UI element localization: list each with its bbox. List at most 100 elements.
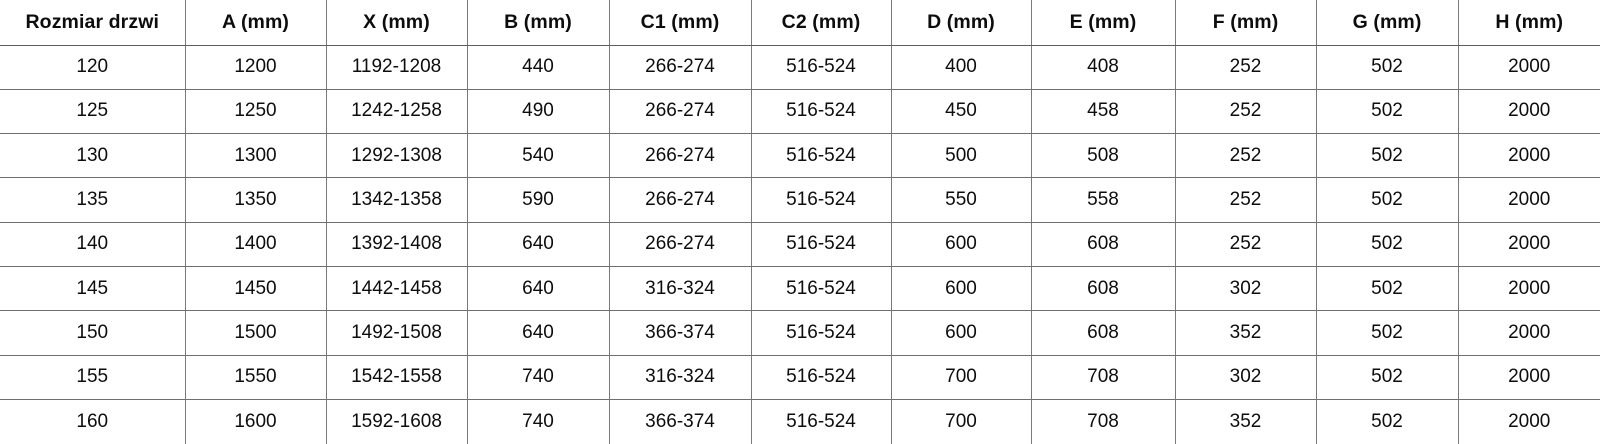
table-row: 155 1550 1542-1558 740 316-324 516-524 700 708 3… — [0, 355, 1600, 400]
table-cell: 2000 — [1458, 266, 1600, 312]
table-row: 145 1450 1442-1458 640 316-324 516-524 600 608 3… — [0, 266, 1600, 312]
row-label-cell: 135 — [0, 177, 186, 223]
table-cell: 2000 — [1458, 355, 1600, 400]
table-cell: 640 — [467, 310, 610, 356]
table-cell: 2000 — [1458, 45, 1600, 90]
table-cell: 252 — [1175, 222, 1317, 267]
table-cell: 1300 — [185, 133, 327, 179]
table-cell: 700 — [891, 399, 1032, 444]
table-cell: 266-274 — [609, 89, 752, 135]
table-cell: 490 — [467, 89, 610, 135]
table-cell: 450 — [891, 89, 1032, 135]
table-cell: 1550 — [185, 355, 327, 400]
table-cell: 1600 — [185, 399, 327, 444]
table-cell: 266-274 — [609, 177, 752, 223]
column-header: B (mm) — [467, 0, 610, 46]
table-cell: 516-524 — [751, 89, 892, 135]
row-label-cell: 130 — [0, 133, 186, 179]
table-cell: 1400 — [185, 222, 327, 267]
table-cell: 252 — [1175, 133, 1317, 179]
table-cell: 266-274 — [609, 133, 752, 179]
table-cell: 1450 — [185, 266, 327, 312]
row-label-cell: 160 — [0, 399, 186, 444]
column-header: Rozmiar drzwi — [0, 0, 186, 46]
table-cell: 1342-1358 — [326, 177, 468, 223]
table-cell: 1392-1408 — [326, 222, 468, 267]
table-cell: 316-324 — [609, 266, 752, 312]
table-header: Rozmiar drzwi A (mm) X (mm) B (mm) C1 (mm) C2… — [0, 0, 1600, 46]
table-cell: 352 — [1175, 399, 1317, 444]
table-cell: 558 — [1031, 177, 1176, 223]
table-cell: 502 — [1316, 310, 1459, 356]
table-cell: 2000 — [1458, 222, 1600, 267]
table-cell: 708 — [1031, 399, 1176, 444]
table-cell: 408 — [1031, 45, 1176, 90]
table-cell: 2000 — [1458, 177, 1600, 223]
row-label-cell: 155 — [0, 355, 186, 400]
table-cell: 1200 — [185, 45, 327, 90]
table-row: 160 1600 1592-1608 740 366-374 516-524 700 708 3… — [0, 399, 1600, 444]
table-cell: 502 — [1316, 222, 1459, 267]
table-cell: 1442-1458 — [326, 266, 468, 312]
table-cell: 608 — [1031, 266, 1176, 312]
table-row: 140 1400 1392-1408 640 266-274 516-524 600 608 2… — [0, 222, 1600, 267]
table-cell: 440 — [467, 45, 610, 90]
table-cell: 1492-1508 — [326, 310, 468, 356]
table-cell: 316-324 — [609, 355, 752, 400]
table-cell: 600 — [891, 222, 1032, 267]
table-body: 120 1200 1192-1208 440 266-274 516-524 400 408 2… — [0, 45, 1600, 444]
column-header: E (mm) — [1031, 0, 1176, 46]
table-cell: 516-524 — [751, 45, 892, 90]
column-header: C1 (mm) — [609, 0, 752, 46]
table-cell: 2000 — [1458, 133, 1600, 179]
table-cell: 708 — [1031, 355, 1176, 400]
table-cell: 516-524 — [751, 222, 892, 267]
table-cell: 590 — [467, 177, 610, 223]
table-cell: 1542-1558 — [326, 355, 468, 400]
table-cell: 516-524 — [751, 266, 892, 312]
table-cell: 608 — [1031, 310, 1176, 356]
table-cell: 502 — [1316, 266, 1459, 312]
table-cell: 740 — [467, 399, 610, 444]
table-row: 135 1350 1342-1358 590 266-274 516-524 550 558 2… — [0, 177, 1600, 223]
table-cell: 266-274 — [609, 45, 752, 90]
table-row: 150 1500 1492-1508 640 366-374 516-524 600 608 3… — [0, 310, 1600, 356]
table-cell: 252 — [1175, 177, 1317, 223]
table-cell: 516-524 — [751, 310, 892, 356]
table-cell: 366-374 — [609, 399, 752, 444]
table-cell: 2000 — [1458, 89, 1600, 135]
row-label-cell: 120 — [0, 45, 186, 90]
table-header-row: Rozmiar drzwi A (mm) X (mm) B (mm) C1 (mm) C2… — [0, 0, 1600, 46]
row-label-cell: 140 — [0, 222, 186, 267]
table-row: 120 1200 1192-1208 440 266-274 516-524 400 408 2… — [0, 45, 1600, 90]
table-cell: 502 — [1316, 355, 1459, 400]
table-cell: 516-524 — [751, 133, 892, 179]
table-cell: 500 — [891, 133, 1032, 179]
table-cell: 2000 — [1508, 410, 1551, 432]
table-cell: 1192-1208 — [326, 45, 468, 90]
column-header: C2 (mm) — [751, 0, 892, 46]
table-cell: 516-524 — [751, 399, 892, 444]
table-cell: 600 — [891, 266, 1032, 312]
table-cell: 740 — [467, 355, 610, 400]
table-cell: 302 — [1175, 266, 1317, 312]
table-cell: 700 — [891, 355, 1032, 400]
table-cell: 540 — [467, 133, 610, 179]
column-header: A (mm) — [185, 0, 327, 46]
table-cell: 502 — [1316, 45, 1459, 90]
column-header: F (mm) — [1175, 0, 1317, 46]
table-cell: 640 — [467, 222, 610, 267]
table-cell: 1292-1308 — [326, 133, 468, 179]
table-cell: 508 — [1031, 133, 1176, 179]
table-cell: 1350 — [185, 177, 327, 223]
table-cell: 458 — [1031, 89, 1176, 135]
table-cell: 2000 — [1458, 310, 1600, 356]
row-label-cell: 150 — [0, 310, 186, 356]
row-label-cell: 145 — [0, 266, 186, 312]
table-cell: 516-524 — [751, 355, 892, 400]
table-cell: 600 — [891, 310, 1032, 356]
table-row: 130 1300 1292-1308 540 266-274 516-524 500 508 2… — [0, 133, 1600, 179]
table-cell: 640 — [467, 266, 610, 312]
